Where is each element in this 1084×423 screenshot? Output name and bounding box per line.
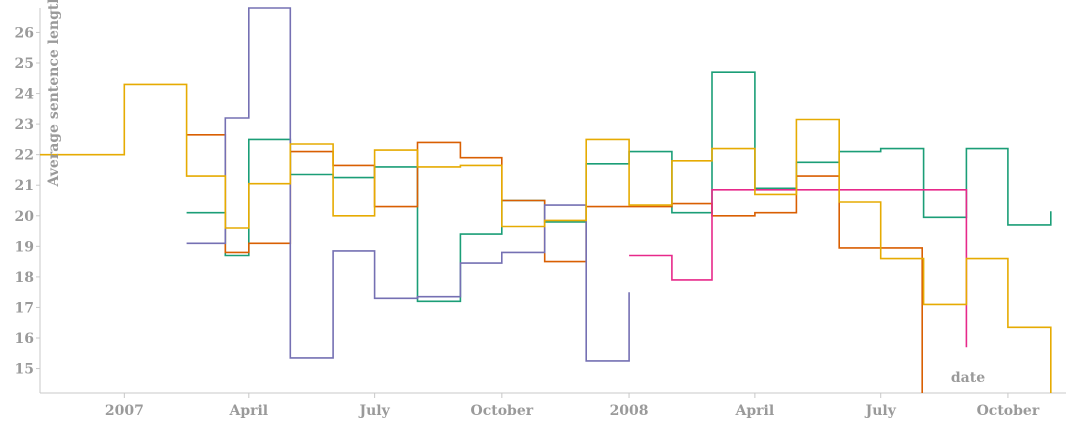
series-line-3: [186, 7, 630, 362]
x-tick-label: April: [228, 403, 268, 419]
x-axis-title: date: [951, 370, 985, 386]
x-tick-label: July: [864, 403, 897, 419]
series-line-4: [629, 189, 968, 348]
y-tick-label: 22: [15, 148, 34, 164]
y-tick-label: 23: [15, 117, 34, 133]
x-tick-label: October: [977, 403, 1040, 419]
y-tick-label: 18: [15, 270, 34, 286]
series-line-1: [186, 71, 1052, 303]
x-tick-label: July: [357, 403, 390, 419]
x-tick-label: October: [471, 403, 534, 419]
axes: 15 16 17 18 19 20 21 22 23 24 25 26 2007 April July Oct…: [15, 8, 1066, 419]
y-tick-label: 15: [15, 362, 34, 378]
y-axis-title: Average sentence length: [46, 0, 62, 188]
y-tick-label: 16: [15, 331, 34, 347]
y-tick-label: 25: [15, 56, 34, 72]
x-tick-label: 2007: [105, 403, 144, 419]
y-tick-label: 17: [15, 300, 34, 316]
x-tick-label: April: [735, 403, 775, 419]
series-layer: [40, 7, 1052, 393]
x-tick-label: 2008: [610, 403, 649, 419]
y-tick-label: 26: [15, 25, 34, 41]
y-tick-label: 20: [15, 209, 35, 225]
y-tick-label: 19: [15, 239, 34, 255]
series-line-5: [40, 83, 1052, 393]
series-line-2: [186, 134, 923, 393]
y-tick-label: 21: [15, 178, 34, 194]
y-tick-label: 24: [15, 87, 35, 103]
